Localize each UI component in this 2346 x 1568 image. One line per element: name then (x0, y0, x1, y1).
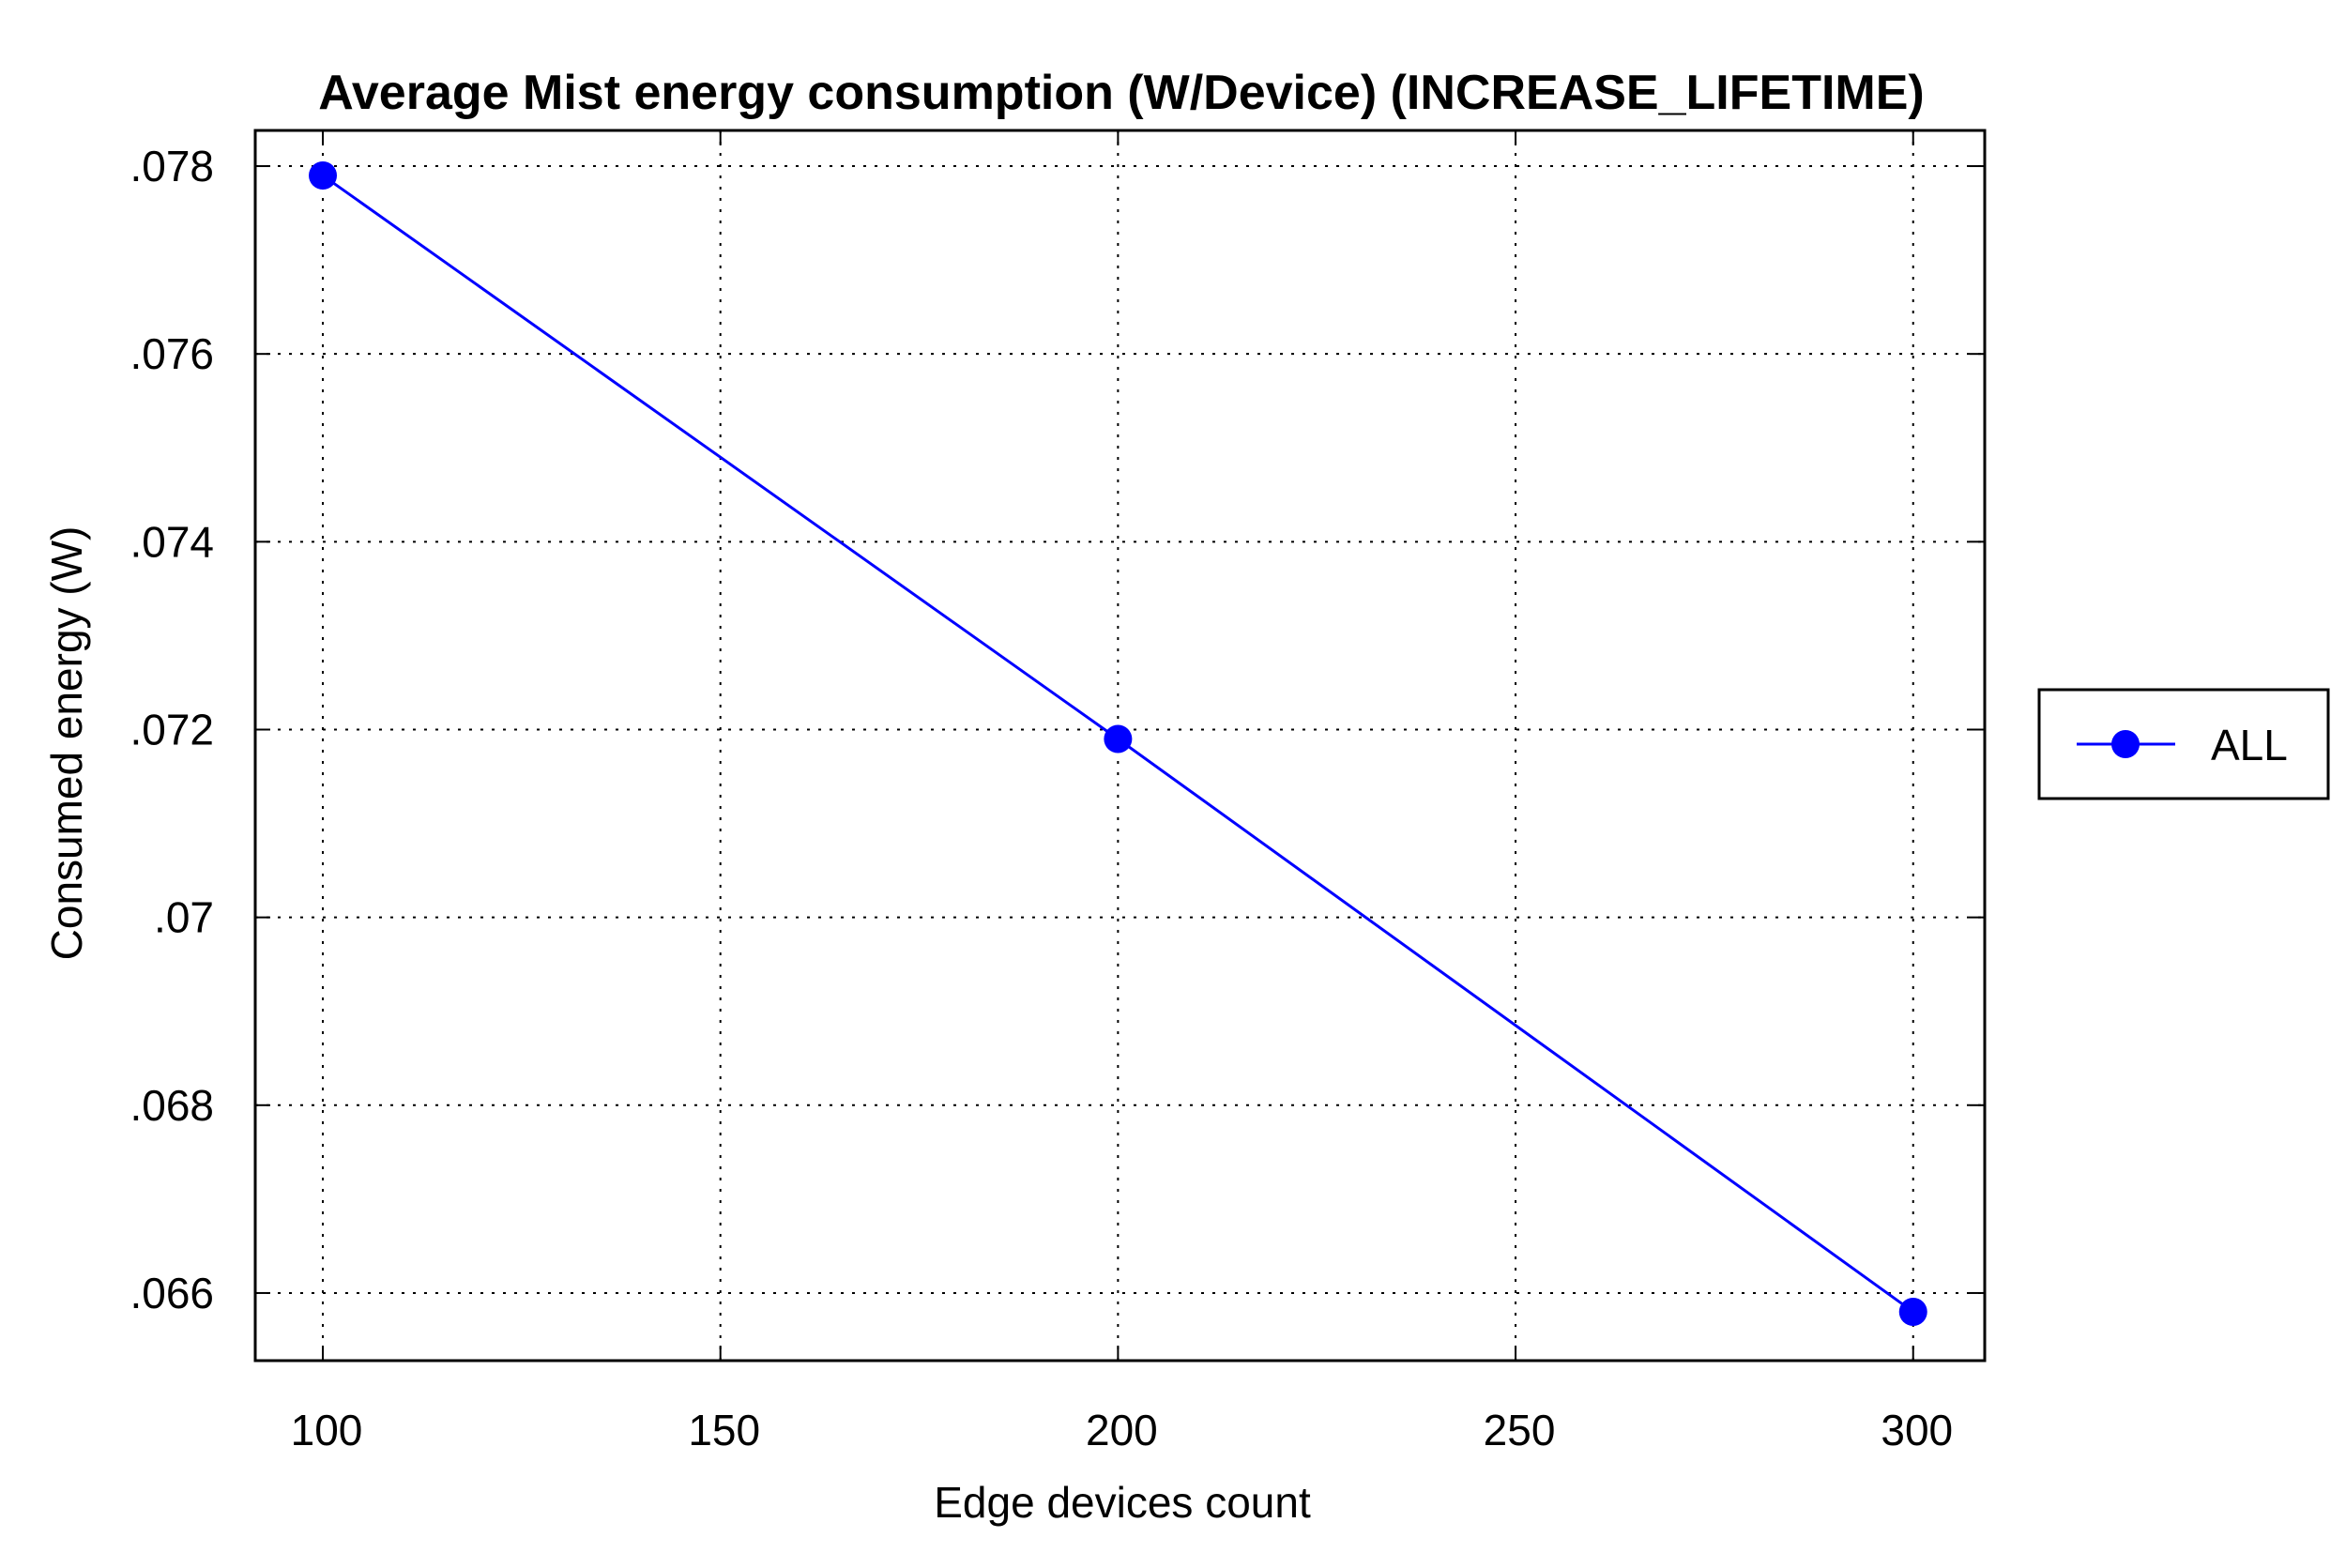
y-tick-label: .07 (154, 893, 214, 942)
x-tick-label: 200 (1086, 1406, 1158, 1454)
legend: ALL (2037, 688, 2330, 800)
series-layer (309, 161, 1927, 1326)
axis-ticks (255, 130, 1985, 1361)
chart-title: Average Mist energy consumption (W/Devic… (318, 66, 1924, 120)
plot-area-frame (253, 129, 1987, 1362)
x-tick-label: 100 (291, 1406, 363, 1454)
y-axis-label: Consumed energy (W) (42, 526, 91, 961)
x-axis-label: Edge devices count (934, 1478, 1311, 1527)
data-point (309, 161, 338, 190)
data-point (1898, 1297, 1927, 1326)
y-tick-label: .078 (129, 142, 214, 190)
x-axis-tick-labels: 100 150 200 250 300 (291, 1406, 1953, 1454)
y-tick-label: .074 (129, 517, 214, 566)
grid-lines (255, 130, 1985, 1361)
x-tick-label: 300 (1881, 1406, 1953, 1454)
y-axis-tick-labels: .066 .068 .07 .072 .074 .076 .078 (129, 142, 214, 1317)
legend-series-marker (2111, 730, 2140, 758)
x-tick-label: 150 (688, 1406, 760, 1454)
data-point (1104, 724, 1133, 754)
y-tick-label: .072 (129, 705, 214, 754)
y-tick-label: .068 (129, 1081, 214, 1130)
y-tick-label: .076 (129, 329, 214, 378)
legend-series-label: ALL (2211, 721, 2288, 769)
y-tick-label: .066 (129, 1269, 214, 1317)
x-tick-label: 250 (1484, 1406, 1556, 1454)
